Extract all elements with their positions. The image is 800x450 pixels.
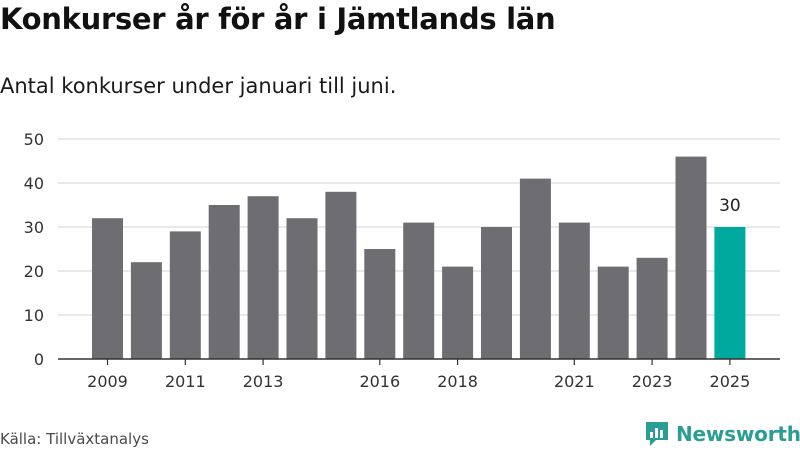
brand-logo: Newsworthy bbox=[644, 420, 800, 448]
x-tick-label: 2016 bbox=[359, 372, 400, 391]
x-tick-label: 2021 bbox=[554, 372, 595, 391]
x-tick-label: 2011 bbox=[165, 372, 206, 391]
bar-2022 bbox=[597, 266, 629, 359]
bar-2015 bbox=[325, 191, 357, 359]
y-tick-label: 30 bbox=[24, 218, 44, 237]
chart-subtitle: Antal konkurser under januari till juni. bbox=[0, 74, 397, 98]
chart-title: Konkurser år för år i Jämtlands län bbox=[0, 2, 556, 36]
newsworthy-logo-icon bbox=[646, 422, 668, 446]
bar-2009 bbox=[92, 218, 123, 359]
y-tick-label: 20 bbox=[24, 262, 44, 281]
bar-2025 bbox=[714, 227, 746, 359]
data-labels: 30 bbox=[719, 196, 741, 216]
bar-2018 bbox=[442, 266, 474, 359]
bar-2021 bbox=[558, 222, 590, 359]
brand-name: Newsworthy bbox=[676, 422, 800, 446]
bar-2010 bbox=[130, 262, 162, 359]
y-tick-label: 40 bbox=[24, 174, 44, 193]
bar-2012 bbox=[208, 205, 240, 359]
bar-2016 bbox=[364, 249, 396, 359]
axes: 0 10 20 30 40 50 2009 2011 2013 2016 2018 2021 2023 2… bbox=[24, 130, 780, 391]
data-label: 30 bbox=[719, 196, 741, 216]
x-tick-label: 2009 bbox=[87, 372, 128, 391]
y-tick-label: 10 bbox=[24, 306, 44, 325]
x-tick-label: 2023 bbox=[632, 372, 673, 391]
bar-2011 bbox=[169, 231, 201, 359]
bar-2014 bbox=[286, 218, 318, 359]
bar-2019 bbox=[481, 227, 512, 359]
y-tick-label: 0 bbox=[34, 350, 44, 369]
bar-chart: 0 10 20 30 40 50 2009 2011 2013 2016 2018 2021 2023 2… bbox=[24, 130, 780, 391]
x-tick-label: 2025 bbox=[710, 372, 751, 391]
x-tick-label: 2018 bbox=[437, 372, 478, 391]
bar-2024 bbox=[675, 156, 707, 359]
y-tick-label: 50 bbox=[24, 130, 44, 149]
bar-2020 bbox=[519, 178, 551, 359]
source-note: Källa: Tillväxtanalys bbox=[0, 430, 149, 448]
x-tick-label: 2013 bbox=[243, 372, 284, 391]
bar-2023 bbox=[636, 257, 668, 359]
bar-2017 bbox=[403, 222, 435, 359]
bar-2013 bbox=[247, 196, 279, 359]
bars bbox=[92, 156, 746, 359]
